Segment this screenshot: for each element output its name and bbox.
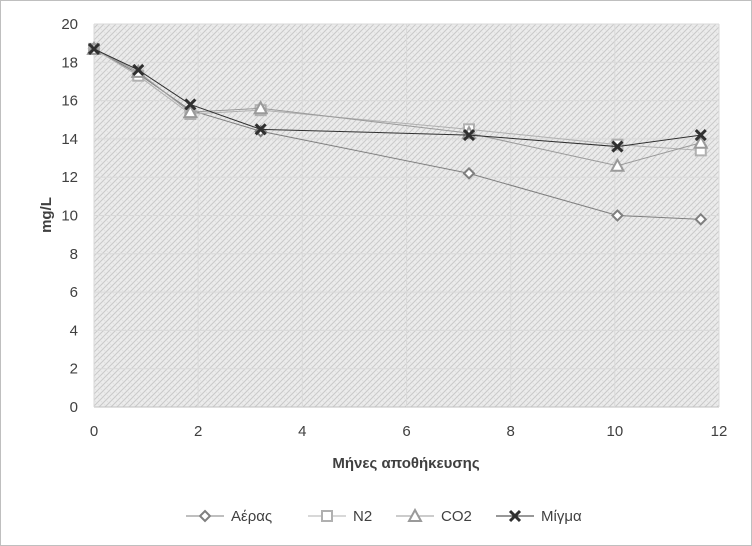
legend-item: N2 [308, 508, 372, 525]
legend-label: N2 [353, 508, 372, 525]
data-point [609, 157, 626, 172]
y-tick-label: 0 [70, 399, 78, 416]
legend-item: Αέρας [186, 508, 272, 525]
y-tick-label: 8 [70, 246, 78, 263]
y-tick-label: 18 [61, 54, 78, 71]
data-point [252, 100, 269, 115]
y-tick-label: 16 [61, 93, 78, 110]
legend-marker [198, 509, 212, 523]
legend-marker [508, 509, 522, 523]
legend-marker [321, 510, 333, 522]
data-point [184, 98, 197, 111]
legend-label: Αέρας [231, 508, 272, 525]
data-point [611, 209, 624, 222]
y-axis-title: mg/L [38, 197, 55, 233]
y-tick-label: 20 [61, 16, 78, 33]
x-tick-label: 6 [402, 423, 410, 440]
x-tick-label: 4 [298, 423, 306, 440]
data-point [693, 134, 709, 149]
x-tick-label: 10 [606, 423, 623, 440]
data-point [462, 129, 476, 142]
data-point [611, 140, 624, 153]
data-point [694, 212, 708, 226]
data-point [132, 63, 145, 77]
legend: Αέρας N2 CO2 Μίγμα [186, 507, 582, 525]
y-tick-label: 14 [61, 131, 78, 148]
legend-label: CO2 [441, 508, 472, 525]
x-tick-label: 2 [194, 423, 202, 440]
legend-marker [407, 507, 423, 522]
data-point [87, 42, 101, 55]
data-point [254, 123, 267, 136]
data-point [694, 129, 707, 142]
tick-layer: 0 2 4 6 8 10 12 14 16 18 20 0 2 4 6 8 10 12 [61, 16, 727, 440]
legend-item: CO2 [396, 507, 472, 525]
series-4 [87, 42, 707, 153]
y-tick-label: 10 [61, 208, 78, 225]
x-tick-label: 8 [506, 423, 514, 440]
y-tick-label: 12 [61, 169, 78, 186]
legend-label: Μίγμα [541, 508, 582, 525]
x-tick-label: 12 [711, 423, 728, 440]
x-axis-title: Μήνες αποθήκευσης [332, 455, 479, 472]
data-point [462, 166, 476, 180]
legend-item: Μίγμα [496, 508, 582, 525]
y-tick-label: 6 [70, 284, 78, 301]
series-layer [86, 40, 709, 226]
grid-layer [93, 23, 720, 408]
y-tick-label: 4 [70, 322, 78, 339]
x-tick-label: 0 [90, 423, 98, 440]
data-point [182, 104, 199, 119]
y-tick-label: 2 [70, 361, 78, 378]
